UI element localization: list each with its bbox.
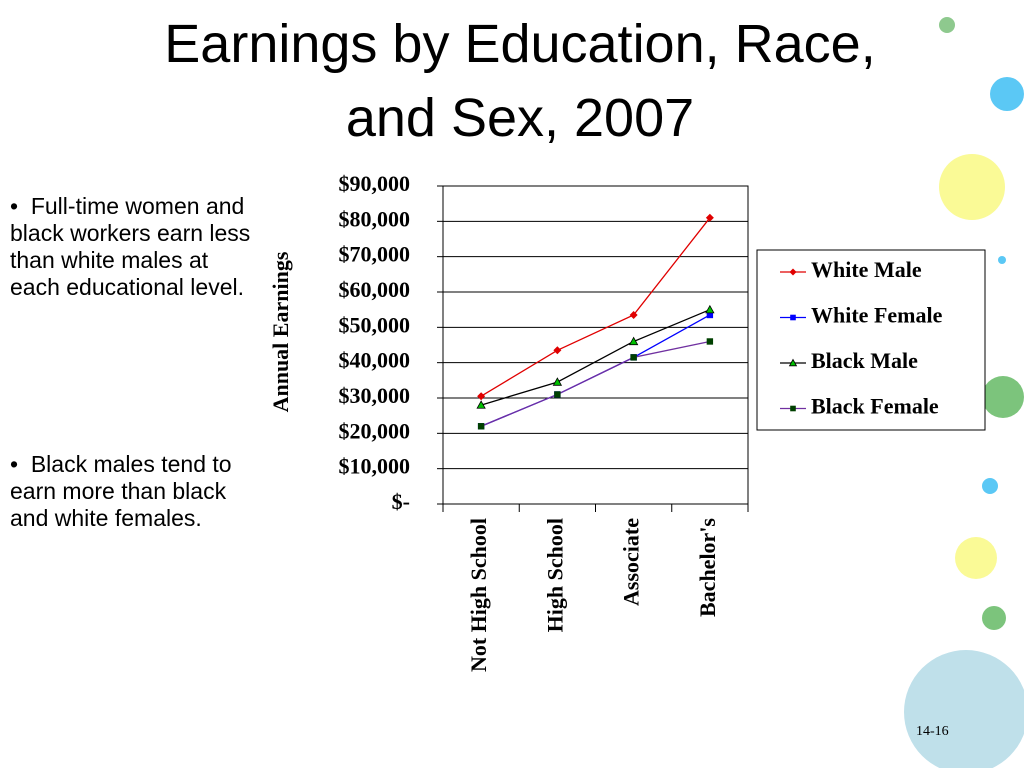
bullet: Full-time women and black workers earn l…: [10, 193, 260, 301]
marker: [789, 268, 797, 276]
y-tick-label: $90,000: [339, 171, 411, 196]
x-tick-label: Not High School: [466, 518, 491, 672]
page-number: 14-16: [916, 724, 949, 739]
marker: [705, 304, 715, 314]
legend-label: White Male: [811, 257, 922, 282]
y-tick-label: $50,000: [339, 312, 411, 337]
marker: [554, 391, 561, 398]
marker: [553, 346, 562, 355]
y-tick-label: $80,000: [339, 206, 411, 231]
marker: [476, 400, 486, 409]
plot-frame: [442, 185, 749, 505]
y-axis-label: Annual Earnings: [268, 251, 293, 412]
series-line: [480, 217, 711, 397]
marker: [790, 405, 796, 412]
y-tick-label: $10,000: [339, 454, 411, 479]
bullet: Black males tend to earn more than black…: [10, 451, 260, 532]
legend-box: [756, 249, 986, 431]
marker: [630, 354, 637, 361]
title-line: Earnings by Education, Race,: [164, 14, 876, 74]
series-line: [480, 314, 711, 427]
legend-label: White Female: [811, 303, 943, 328]
marker: [706, 311, 714, 319]
marker: [477, 392, 486, 401]
y-tick-label: $60,000: [339, 277, 411, 302]
series-line: [480, 340, 711, 427]
legend-label: Black Female: [811, 394, 939, 419]
y-tick-label: $70,000: [339, 242, 411, 267]
marker: [477, 423, 485, 430]
marker: [629, 310, 638, 319]
marker: [790, 314, 796, 321]
series-line: [480, 309, 711, 406]
y-tick-label: $30,000: [339, 383, 411, 408]
x-tick-label: Bachelor's: [695, 518, 720, 617]
legend-label: Black Male: [811, 348, 918, 373]
y-tick-label: $40,000: [339, 348, 411, 373]
marker: [552, 377, 563, 386]
title-line: and Sex, 2007: [345, 88, 695, 148]
marker: [706, 338, 714, 345]
x-tick-label: Associate: [619, 518, 644, 606]
marker: [628, 336, 639, 346]
marker: [788, 358, 798, 367]
y-tick-label: $20,000: [339, 418, 411, 443]
x-tick-label: High School: [542, 518, 567, 632]
y-tick-label: $-: [392, 489, 410, 514]
marker: [705, 213, 714, 222]
